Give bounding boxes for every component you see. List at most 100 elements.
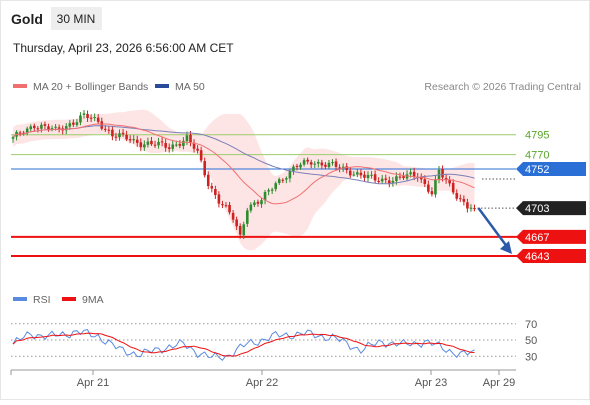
candle (412, 167, 416, 181)
candle (79, 112, 82, 126)
ma20-legend-label: MA 20 + Bollinger Bands (33, 81, 148, 93)
candle (89, 114, 93, 122)
candle (285, 176, 288, 184)
level-label-4752: 4752 (525, 164, 549, 176)
candle (295, 163, 299, 171)
candle (171, 140, 175, 152)
candle (18, 130, 22, 137)
candle (125, 130, 128, 142)
candle (267, 188, 270, 196)
candle (228, 201, 231, 215)
ma20-legend-swatch (13, 84, 27, 88)
candle (451, 179, 455, 195)
level-label-4703: 4703 (525, 203, 549, 215)
candle (206, 171, 210, 190)
rsi-tick-50: 50 (525, 335, 537, 347)
candle (352, 171, 356, 177)
rsi-legend-label: RSI (33, 294, 51, 306)
ma9-legend-label: 9MA (82, 294, 104, 306)
candle (68, 120, 72, 130)
candle (348, 167, 352, 179)
candle (150, 136, 153, 146)
timeframe-badge (51, 7, 102, 30)
candle (86, 110, 89, 122)
candle (75, 119, 79, 127)
candle (281, 178, 285, 184)
candle (40, 122, 43, 133)
candle (25, 126, 29, 136)
timeframe-label: 30 MIN (57, 12, 96, 26)
candle (306, 157, 309, 165)
candle (118, 129, 121, 141)
candle (167, 143, 171, 153)
candle (373, 170, 377, 184)
candle (466, 198, 469, 213)
candle (242, 221, 246, 240)
candle (82, 110, 86, 119)
candle (455, 189, 459, 201)
forecast-arrow-head (500, 241, 512, 255)
level-label-4795: 4795 (525, 130, 549, 142)
candle (178, 140, 182, 149)
candle (434, 175, 437, 198)
candle (359, 169, 363, 179)
candle (217, 191, 221, 208)
ma50-legend-swatch (155, 84, 169, 88)
level-label-4770: 4770 (525, 150, 549, 162)
candle (153, 140, 157, 148)
candle (199, 146, 203, 163)
x-axis: Apr 21 Apr 22 Apr 23 Apr 29 (10, 370, 515, 389)
rsi-ma-line (12, 332, 475, 357)
candle (221, 200, 224, 209)
candle (274, 181, 277, 192)
candle (164, 139, 167, 152)
candle (114, 132, 118, 141)
candle (363, 171, 366, 182)
candle (331, 159, 334, 166)
candle (72, 119, 75, 128)
candle (377, 177, 380, 184)
x-tick-label: Apr 22 (246, 377, 278, 389)
candle (50, 125, 54, 132)
candle (327, 160, 331, 169)
price-panel: 4795 4770 4752 4703 4667 4643 (11, 109, 586, 264)
rsi-line (12, 329, 475, 362)
candle (391, 177, 395, 187)
level-tag-4703 (516, 201, 586, 216)
candle (160, 137, 164, 147)
candle (185, 131, 189, 145)
candle (388, 176, 391, 188)
candle (57, 124, 61, 133)
candle (107, 125, 111, 134)
forecast-arrow-shaft (477, 207, 510, 249)
candle (469, 204, 473, 212)
candle (356, 168, 359, 178)
candle (157, 137, 160, 149)
candle (277, 177, 281, 185)
candle (398, 172, 402, 180)
candle (128, 135, 132, 144)
level-label-4667: 4667 (525, 232, 549, 244)
candle (189, 131, 192, 147)
candle (419, 173, 423, 183)
candle (192, 139, 196, 153)
bollinger-band (13, 109, 475, 251)
ma20-line (12, 123, 475, 205)
candle (473, 204, 476, 212)
candle (224, 202, 228, 208)
candle (292, 164, 295, 175)
candle (270, 187, 274, 195)
ma50-line (12, 125, 475, 185)
candle (93, 113, 96, 122)
candle (444, 174, 448, 184)
x-tick-label: Apr 21 (77, 377, 109, 389)
candle (143, 140, 146, 151)
candle (366, 171, 370, 183)
candle (338, 164, 341, 173)
candle (423, 175, 427, 187)
candle (47, 123, 50, 132)
candle (370, 171, 373, 179)
candle (299, 162, 302, 170)
level-tag-4752 (516, 162, 586, 177)
